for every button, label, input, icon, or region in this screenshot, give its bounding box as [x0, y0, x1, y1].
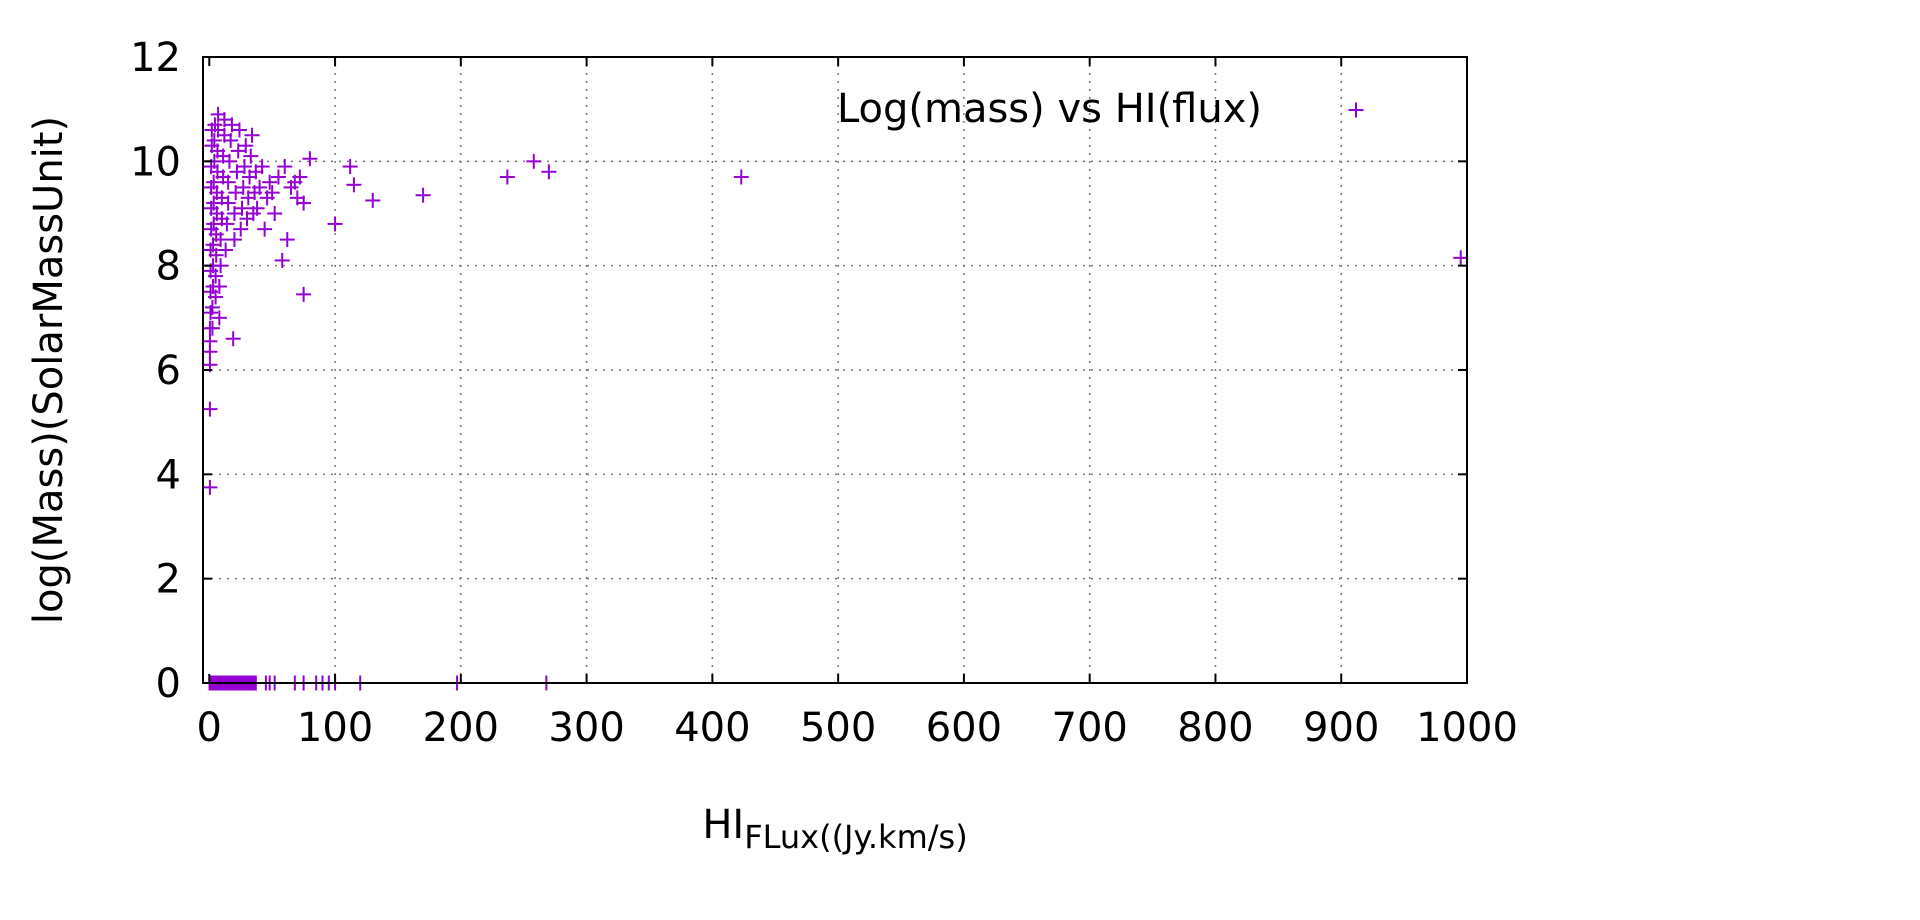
data-point [274, 252, 290, 268]
data-point [213, 232, 229, 248]
x-axis-title: HIFLux((Jy.km/s) [702, 802, 967, 856]
y-axis-title: log(Mass)(SolarMassUnit) [26, 116, 72, 624]
x-tick-labels: 0 100 200 300 400 500 600 700 800 900 1000 [197, 705, 1518, 751]
legend-marker-plus [1348, 102, 1364, 118]
data-point [202, 479, 218, 495]
x-tick-label: 700 [1052, 705, 1128, 751]
data-point [226, 232, 242, 248]
data-point [233, 221, 249, 237]
data-point [208, 247, 224, 263]
x-tick-label: 1000 [1416, 705, 1518, 751]
data-point [264, 185, 280, 201]
data-point [231, 122, 247, 138]
data-point [270, 169, 286, 185]
y-tick-label: 12 [130, 35, 181, 81]
data-point [499, 169, 515, 185]
x-tick-label: 300 [548, 705, 624, 751]
data-point [292, 169, 308, 185]
x-tick-label: 500 [800, 705, 876, 751]
x-tick-label: 600 [926, 705, 1002, 751]
data-point [220, 195, 236, 211]
legend-label: Log(mass) vs HI(flux) [837, 86, 1262, 132]
x-tick-label: 0 [197, 705, 222, 751]
data-point [220, 174, 236, 190]
data-point [230, 143, 246, 159]
x-tick-label: 100 [297, 705, 373, 751]
data-point [202, 401, 218, 417]
data-point [205, 237, 221, 253]
data-point [733, 169, 749, 185]
data-point [208, 289, 224, 305]
grid-lines [203, 57, 1467, 683]
data-point [252, 179, 268, 195]
data-point [211, 310, 227, 326]
data-point [224, 117, 240, 133]
x-axis-title-main: HI [702, 802, 744, 848]
y-tick-label: 10 [130, 139, 181, 185]
y-tick-labels: 0 2 4 6 8 10 12 [130, 35, 181, 707]
x-axis-title-subscript: FLux((Jy.km/s) [744, 818, 967, 856]
data-point [267, 206, 283, 221]
x-tick-label: 800 [1177, 705, 1253, 751]
data-point [204, 299, 220, 315]
data-point [279, 232, 295, 248]
data-point [254, 159, 270, 175]
data-point [365, 192, 381, 208]
x-tick-label: 900 [1303, 705, 1379, 751]
data-point [342, 159, 358, 175]
y-tick-label: 2 [156, 557, 181, 603]
data-point [541, 164, 557, 180]
data-point [223, 132, 239, 148]
legend: Log(mass) vs HI(flux) [837, 86, 1364, 132]
data-point [206, 195, 222, 211]
data-point [346, 177, 362, 193]
data-point [302, 151, 318, 167]
data-point [206, 216, 222, 232]
data-point [237, 159, 253, 175]
data-point [218, 242, 234, 258]
data-point [243, 148, 259, 164]
x-tick-label: 400 [674, 705, 750, 751]
data-point [208, 268, 224, 284]
y-tick-label: 0 [156, 661, 181, 707]
data-point [211, 279, 227, 295]
data-point [213, 258, 229, 274]
legend-marker [1348, 102, 1364, 118]
data-point [206, 174, 222, 190]
data-point [221, 153, 237, 169]
data-point [204, 320, 220, 336]
data-point [244, 127, 260, 143]
data-point [216, 112, 232, 128]
data-point [234, 200, 250, 216]
data-point [235, 179, 251, 195]
data-point [296, 286, 312, 302]
data-point [206, 132, 222, 148]
y-tick-label: 4 [156, 452, 181, 498]
x-tick-label: 200 [423, 705, 499, 751]
data-point [226, 206, 242, 221]
data-point [228, 185, 244, 201]
data-point [257, 221, 273, 237]
data-point [225, 331, 241, 347]
y-tick-label: 8 [156, 244, 181, 290]
data-point [219, 216, 235, 232]
data-point [229, 164, 245, 180]
axis-ticks [203, 56, 1468, 684]
data-points [202, 106, 1469, 691]
data-point [526, 153, 542, 169]
data-point [415, 187, 431, 203]
data-point [1453, 250, 1469, 266]
data-point [238, 138, 254, 154]
data-point [327, 216, 343, 232]
data-point [249, 200, 265, 216]
y-tick-label: 6 [156, 348, 181, 394]
data-point [277, 159, 293, 175]
data-point [202, 333, 218, 349]
data-point [262, 174, 278, 190]
data-point [296, 195, 312, 211]
